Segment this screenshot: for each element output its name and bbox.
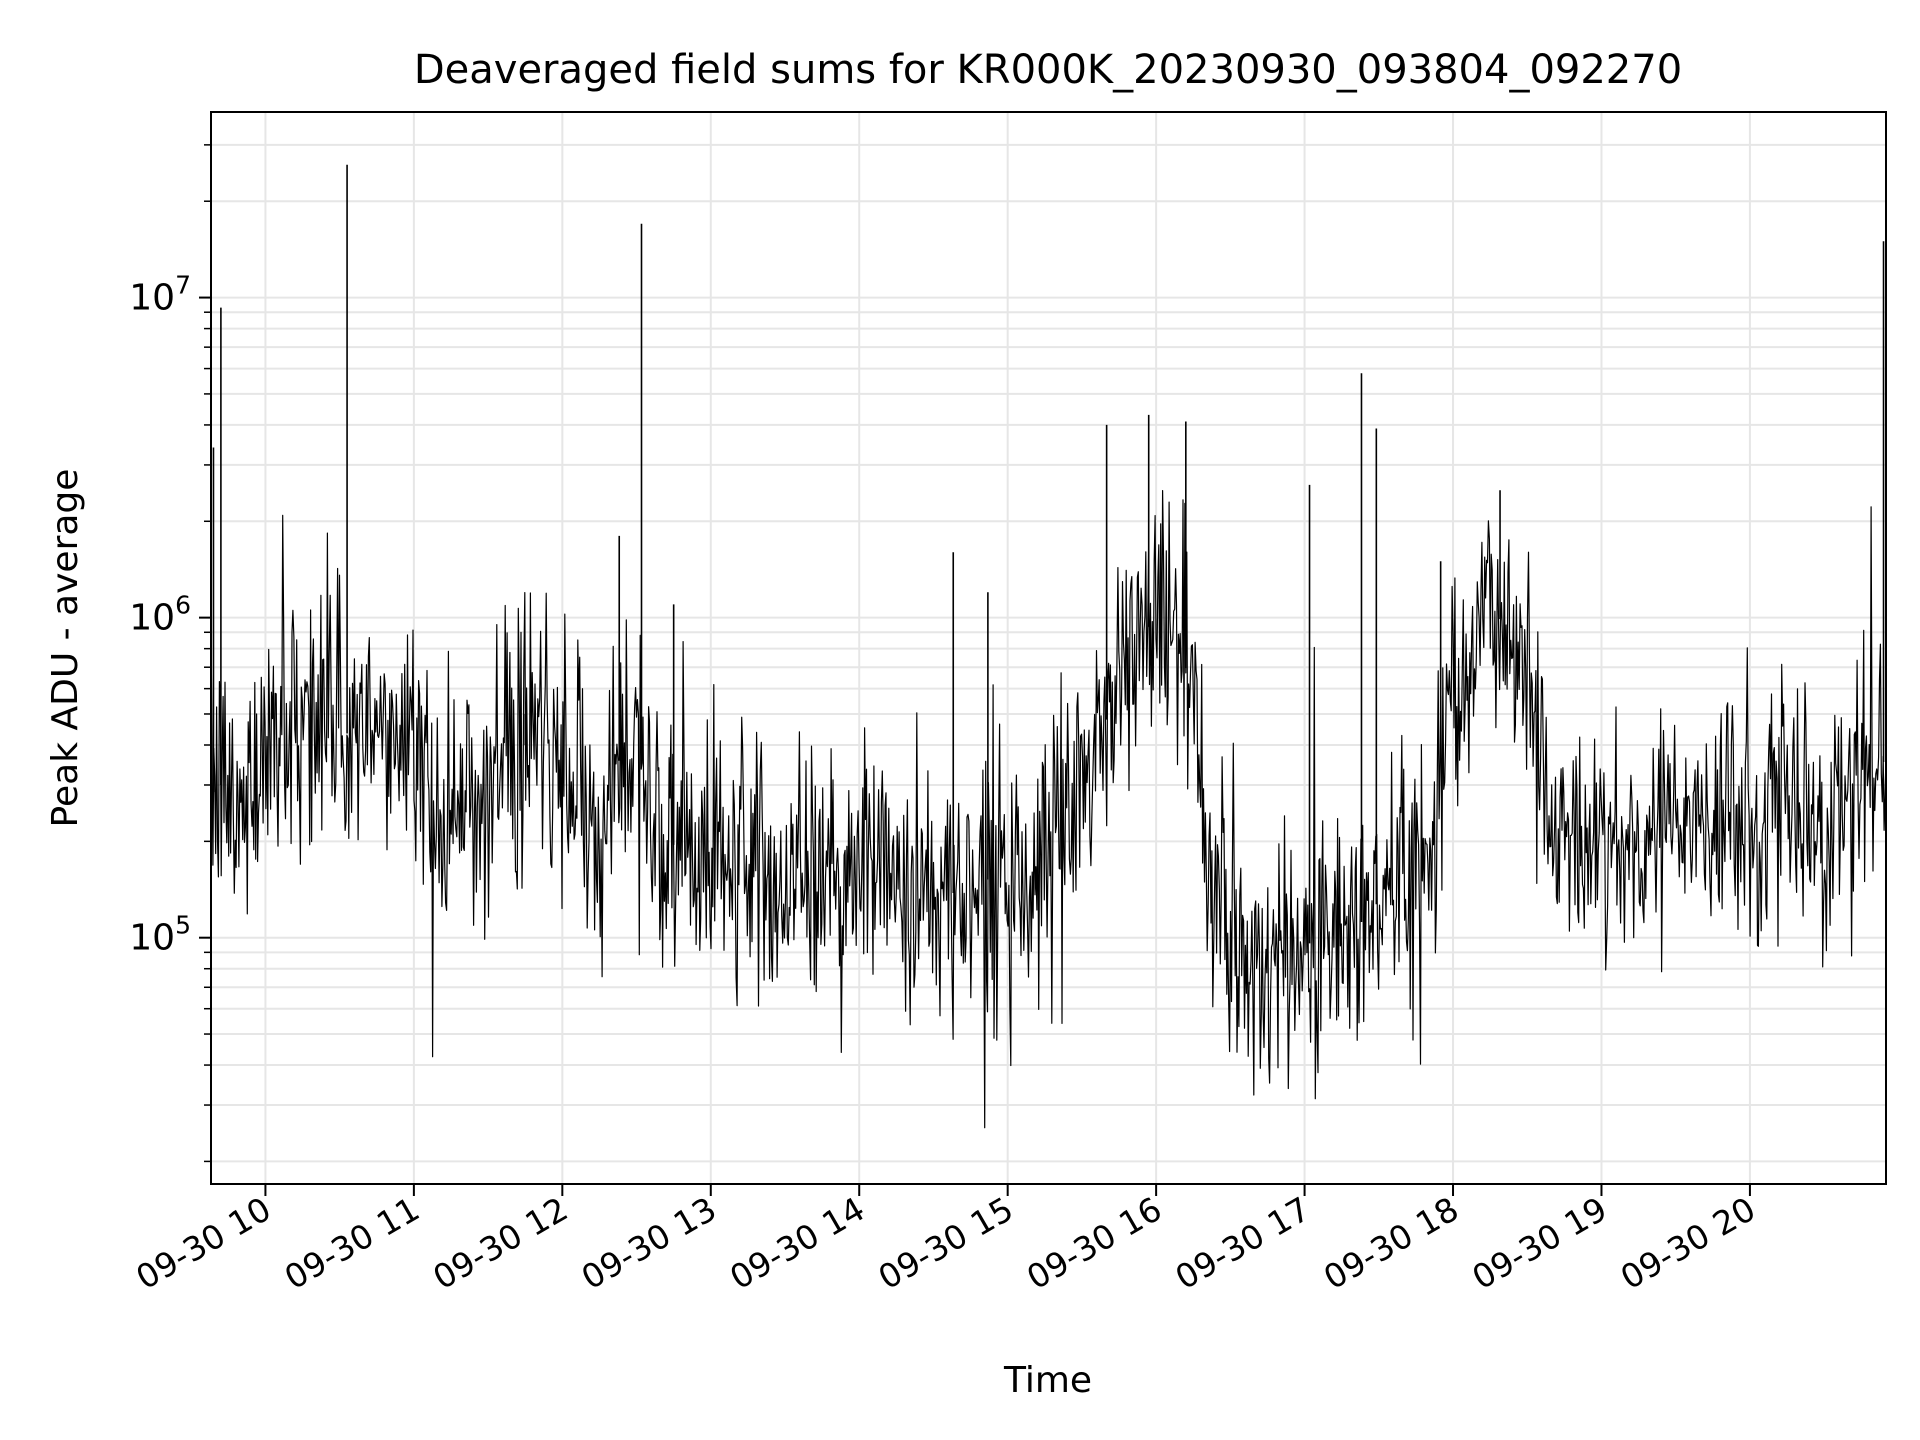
y-tick-label: 107 [129,271,191,319]
series-line [210,490,1887,1129]
data-series [210,164,1887,1129]
y-tick-label: 105 [129,911,191,959]
y-axis-label: Peak ADU - average [45,469,86,828]
x-axis-label: Time [1003,1360,1092,1401]
y-tick-label: 106 [129,591,191,639]
y-axis: 105 106 107 [129,144,211,1163]
chart-title: Deaveraged field sums for KR000K_2023093… [414,47,1682,93]
